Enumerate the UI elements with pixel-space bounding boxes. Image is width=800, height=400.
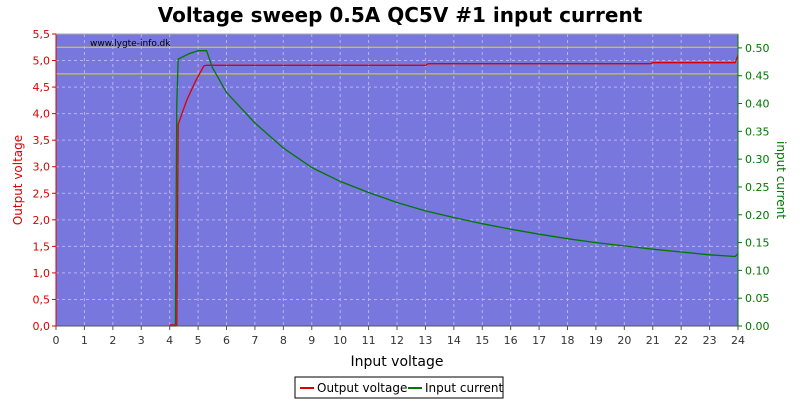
x-tick-label: 20 bbox=[617, 334, 631, 347]
x-tick-label: 22 bbox=[674, 334, 688, 347]
y-left-tick-label: 3,0 bbox=[33, 161, 51, 174]
x-tick-label: 3 bbox=[138, 334, 145, 347]
y-right-tick-label: 0.20 bbox=[745, 209, 770, 222]
y-left-tick-label: 1,0 bbox=[33, 267, 51, 280]
legend-label-input-current: Input current bbox=[425, 381, 503, 395]
x-tick-label: 13 bbox=[418, 334, 432, 347]
y-left-tick-label: 1,5 bbox=[33, 240, 51, 253]
chart-title: Voltage sweep 0.5A QC5V #1 input current bbox=[158, 3, 643, 27]
legend-label-output-voltage: Output voltage bbox=[317, 381, 407, 395]
y-left-tick-label: 4,5 bbox=[33, 81, 51, 94]
series-line-output-voltage bbox=[169, 54, 739, 326]
watermark: www.lygte-info.dk bbox=[90, 39, 171, 49]
x-tick-label: 6 bbox=[223, 334, 230, 347]
y-right-tick-label: 0.05 bbox=[745, 292, 770, 305]
y-right-tick-label: 0.15 bbox=[745, 237, 770, 250]
x-tick-label: 10 bbox=[333, 334, 347, 347]
x-tick-label: 14 bbox=[447, 334, 461, 347]
y-right-tick-label: 0.10 bbox=[745, 264, 770, 277]
legend: Output voltage Input current bbox=[294, 376, 504, 399]
x-tick-label: 5 bbox=[195, 334, 202, 347]
x-tick-label: 18 bbox=[561, 334, 575, 347]
y-right-axis-label: input current bbox=[774, 141, 788, 219]
x-tick-label: 4 bbox=[166, 334, 173, 347]
series-line-input-current bbox=[169, 50, 739, 327]
x-tick-labels: 0 1 2 3 4 5 6 7 8 9 10 11 12 13 14 15 16 17 18 19 20 21 22 23 24 bbox=[53, 334, 746, 347]
y-right-tick-label: 0.35 bbox=[745, 125, 770, 138]
x-axis-label: Input voltage bbox=[350, 354, 443, 370]
x-tick-label: 11 bbox=[362, 334, 376, 347]
x-tick-label: 7 bbox=[251, 334, 258, 347]
y-right-tick-label: 0.25 bbox=[745, 181, 770, 194]
y-right-tick-label: 0.00 bbox=[745, 320, 770, 333]
x-tick-label: 16 bbox=[504, 334, 518, 347]
y-right-tick-label: 0.50 bbox=[745, 42, 770, 55]
y-left-tick-labels: 0,0 0,5 1,0 1,5 2,0 2,5 3,0 3,5 4,0 4,5 5,0 5,5 bbox=[33, 28, 51, 333]
y-right-tick-labels: 0.00 0.05 0.10 0.15 0.20 0.25 0.30 0.35 0.40 0.45… bbox=[745, 42, 770, 333]
legend-box bbox=[294, 376, 504, 399]
y-left-tick-label: 0,0 bbox=[33, 320, 51, 333]
x-tick-label: 12 bbox=[390, 334, 404, 347]
series-layer bbox=[169, 50, 739, 327]
x-tick-label: 24 bbox=[731, 334, 745, 347]
x-tick-label: 17 bbox=[532, 334, 546, 347]
y-left-tick-label: 2,5 bbox=[33, 187, 51, 200]
y-left-tick-label: 4,0 bbox=[33, 108, 51, 121]
x-tick-label: 2 bbox=[109, 334, 116, 347]
y-left-tick-label: 3,5 bbox=[33, 134, 51, 147]
y-right-tick-label: 0.30 bbox=[745, 153, 770, 166]
x-tick-label: 9 bbox=[308, 334, 315, 347]
x-tick-label: 15 bbox=[475, 334, 489, 347]
y-left-tick-label: 2,0 bbox=[33, 214, 51, 227]
x-tick-label: 0 bbox=[53, 334, 60, 347]
grid bbox=[55, 33, 739, 327]
y-right-tick-label: 0.45 bbox=[745, 70, 770, 83]
y-left-axis-label: Output voltage bbox=[11, 135, 25, 225]
y-right-tick-label: 0.40 bbox=[745, 98, 770, 111]
y-left-tick-label: 5,5 bbox=[33, 28, 51, 41]
y-left-tick-label: 5,0 bbox=[33, 55, 51, 68]
x-tick-label: 19 bbox=[589, 334, 603, 347]
x-tick-label: 23 bbox=[703, 334, 717, 347]
reference-lines bbox=[56, 46, 738, 75]
x-tick-label: 1 bbox=[81, 334, 88, 347]
x-tick-label: 8 bbox=[280, 334, 287, 347]
axes bbox=[52, 33, 742, 330]
y-left-tick-label: 0,5 bbox=[33, 293, 51, 306]
x-tick-label: 21 bbox=[646, 334, 660, 347]
